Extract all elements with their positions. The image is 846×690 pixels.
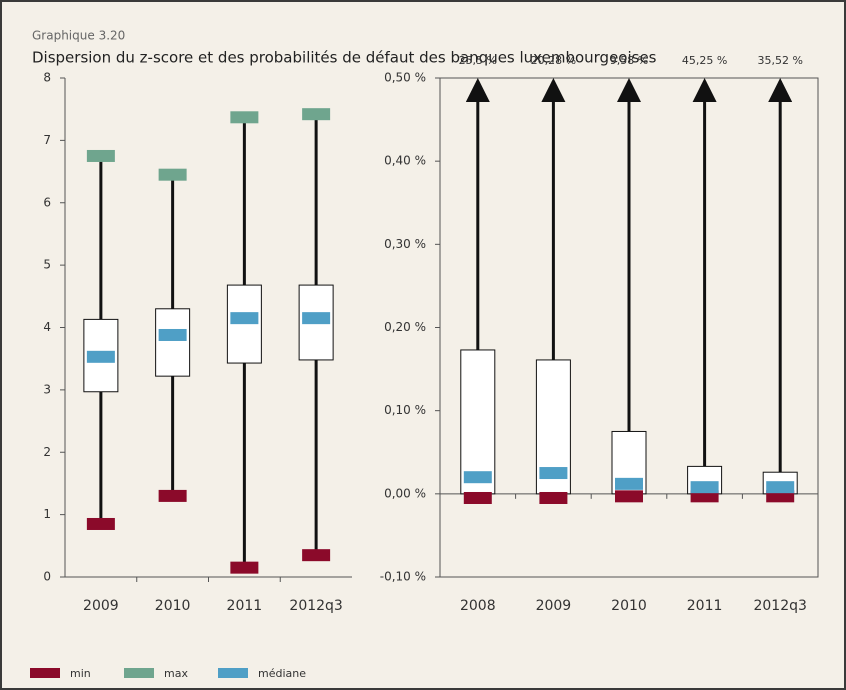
legend-label: min <box>70 667 91 680</box>
min-marker <box>86 517 115 530</box>
y-tick-label: 0 <box>43 570 51 584</box>
max-label: 35,52 % <box>757 54 802 67</box>
y-tick-label: 7 <box>43 133 51 147</box>
y-tick-label: 4 <box>43 320 51 334</box>
x-tick-label: 2011 <box>687 598 723 614</box>
y-tick-label: 5 <box>43 258 51 272</box>
y-tick-label: 6 <box>43 195 51 209</box>
min-marker <box>230 561 259 574</box>
box <box>155 308 191 377</box>
min-marker <box>690 490 719 503</box>
max-label: 45,25 % <box>682 54 727 67</box>
max-label: 9,58 % <box>610 54 648 67</box>
median-marker <box>302 312 331 325</box>
box <box>460 349 496 495</box>
y-tick-label: -0,10 % <box>380 570 426 584</box>
y-tick-label: 3 <box>43 382 51 396</box>
median-marker <box>539 467 568 480</box>
x-tick-label: 2012q3 <box>289 598 342 614</box>
figure-label: Graphique 3.20 <box>32 29 125 43</box>
y-tick-label: 8 <box>43 71 51 85</box>
x-tick-label: 2012q3 <box>753 598 806 614</box>
legend-label: médiane <box>258 667 306 680</box>
x-tick-label: 2009 <box>536 598 572 614</box>
max-marker <box>302 108 331 121</box>
max-label: 20,28 % <box>531 54 576 67</box>
y-tick-label: 2 <box>43 445 51 459</box>
median-marker <box>615 477 643 490</box>
legend-swatch <box>30 668 60 678</box>
median-marker <box>690 481 719 494</box>
y-tick-label: 0,30 % <box>384 237 426 251</box>
median-marker <box>158 328 187 341</box>
legend-label: max <box>164 667 188 680</box>
x-tick-label: 2010 <box>155 598 191 614</box>
max-marker <box>158 168 187 181</box>
max-marker <box>86 149 115 162</box>
median-marker <box>230 312 259 325</box>
min-marker <box>766 490 795 503</box>
min-marker <box>539 491 568 504</box>
min-marker <box>463 491 492 504</box>
y-tick-label: 0,40 % <box>384 154 426 168</box>
max-label: 25,5 % <box>459 54 497 67</box>
y-tick-label: 0,10 % <box>384 403 426 417</box>
figure-title: Dispersion du z-score et des probabilité… <box>32 49 657 67</box>
y-tick-label: 0,50 % <box>384 71 426 85</box>
x-tick-label: 2011 <box>227 598 263 614</box>
min-marker <box>302 549 331 562</box>
median-marker <box>86 350 115 363</box>
y-tick-label: 0,20 % <box>384 320 426 334</box>
y-tick-label: 0,00 % <box>384 486 426 500</box>
legend-swatch <box>218 668 248 678</box>
min-marker <box>158 489 187 502</box>
legend-swatch <box>124 668 154 678</box>
median-marker <box>766 481 795 494</box>
x-tick-label: 2010 <box>611 598 647 614</box>
min-marker <box>615 490 643 503</box>
x-tick-label: 2009 <box>83 598 119 614</box>
x-tick-label: 2008 <box>460 598 496 614</box>
y-tick-label: 1 <box>43 507 51 521</box>
max-marker <box>230 111 259 124</box>
median-marker <box>463 471 492 484</box>
